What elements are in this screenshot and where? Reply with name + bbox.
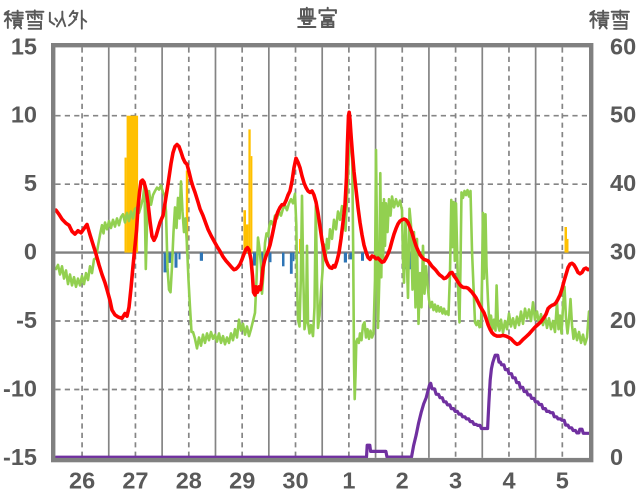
svg-text:28: 28 [176, 468, 202, 494]
svg-text:30: 30 [282, 468, 308, 494]
svg-text:50: 50 [610, 102, 636, 128]
svg-text:2: 2 [396, 468, 409, 494]
svg-text:10: 10 [11, 102, 37, 128]
svg-text:-15: -15 [3, 444, 37, 470]
svg-text:10: 10 [610, 375, 636, 401]
svg-text:60: 60 [610, 33, 636, 59]
svg-text:15: 15 [11, 33, 37, 59]
svg-text:0: 0 [24, 239, 37, 265]
svg-text:5: 5 [24, 170, 37, 196]
svg-text:40: 40 [610, 170, 636, 196]
svg-text:29: 29 [229, 468, 255, 494]
svg-text:5: 5 [556, 468, 569, 494]
svg-text:26: 26 [69, 468, 95, 494]
svg-text:4: 4 [502, 468, 515, 494]
svg-text:20: 20 [610, 307, 636, 333]
svg-text:30: 30 [610, 239, 636, 265]
svg-text:3: 3 [449, 468, 462, 494]
svg-text:-10: -10 [3, 376, 37, 402]
svg-text:1: 1 [342, 468, 355, 494]
svg-text:27: 27 [122, 468, 148, 494]
svg-text:0: 0 [610, 444, 623, 470]
svg-text:-5: -5 [16, 307, 37, 333]
